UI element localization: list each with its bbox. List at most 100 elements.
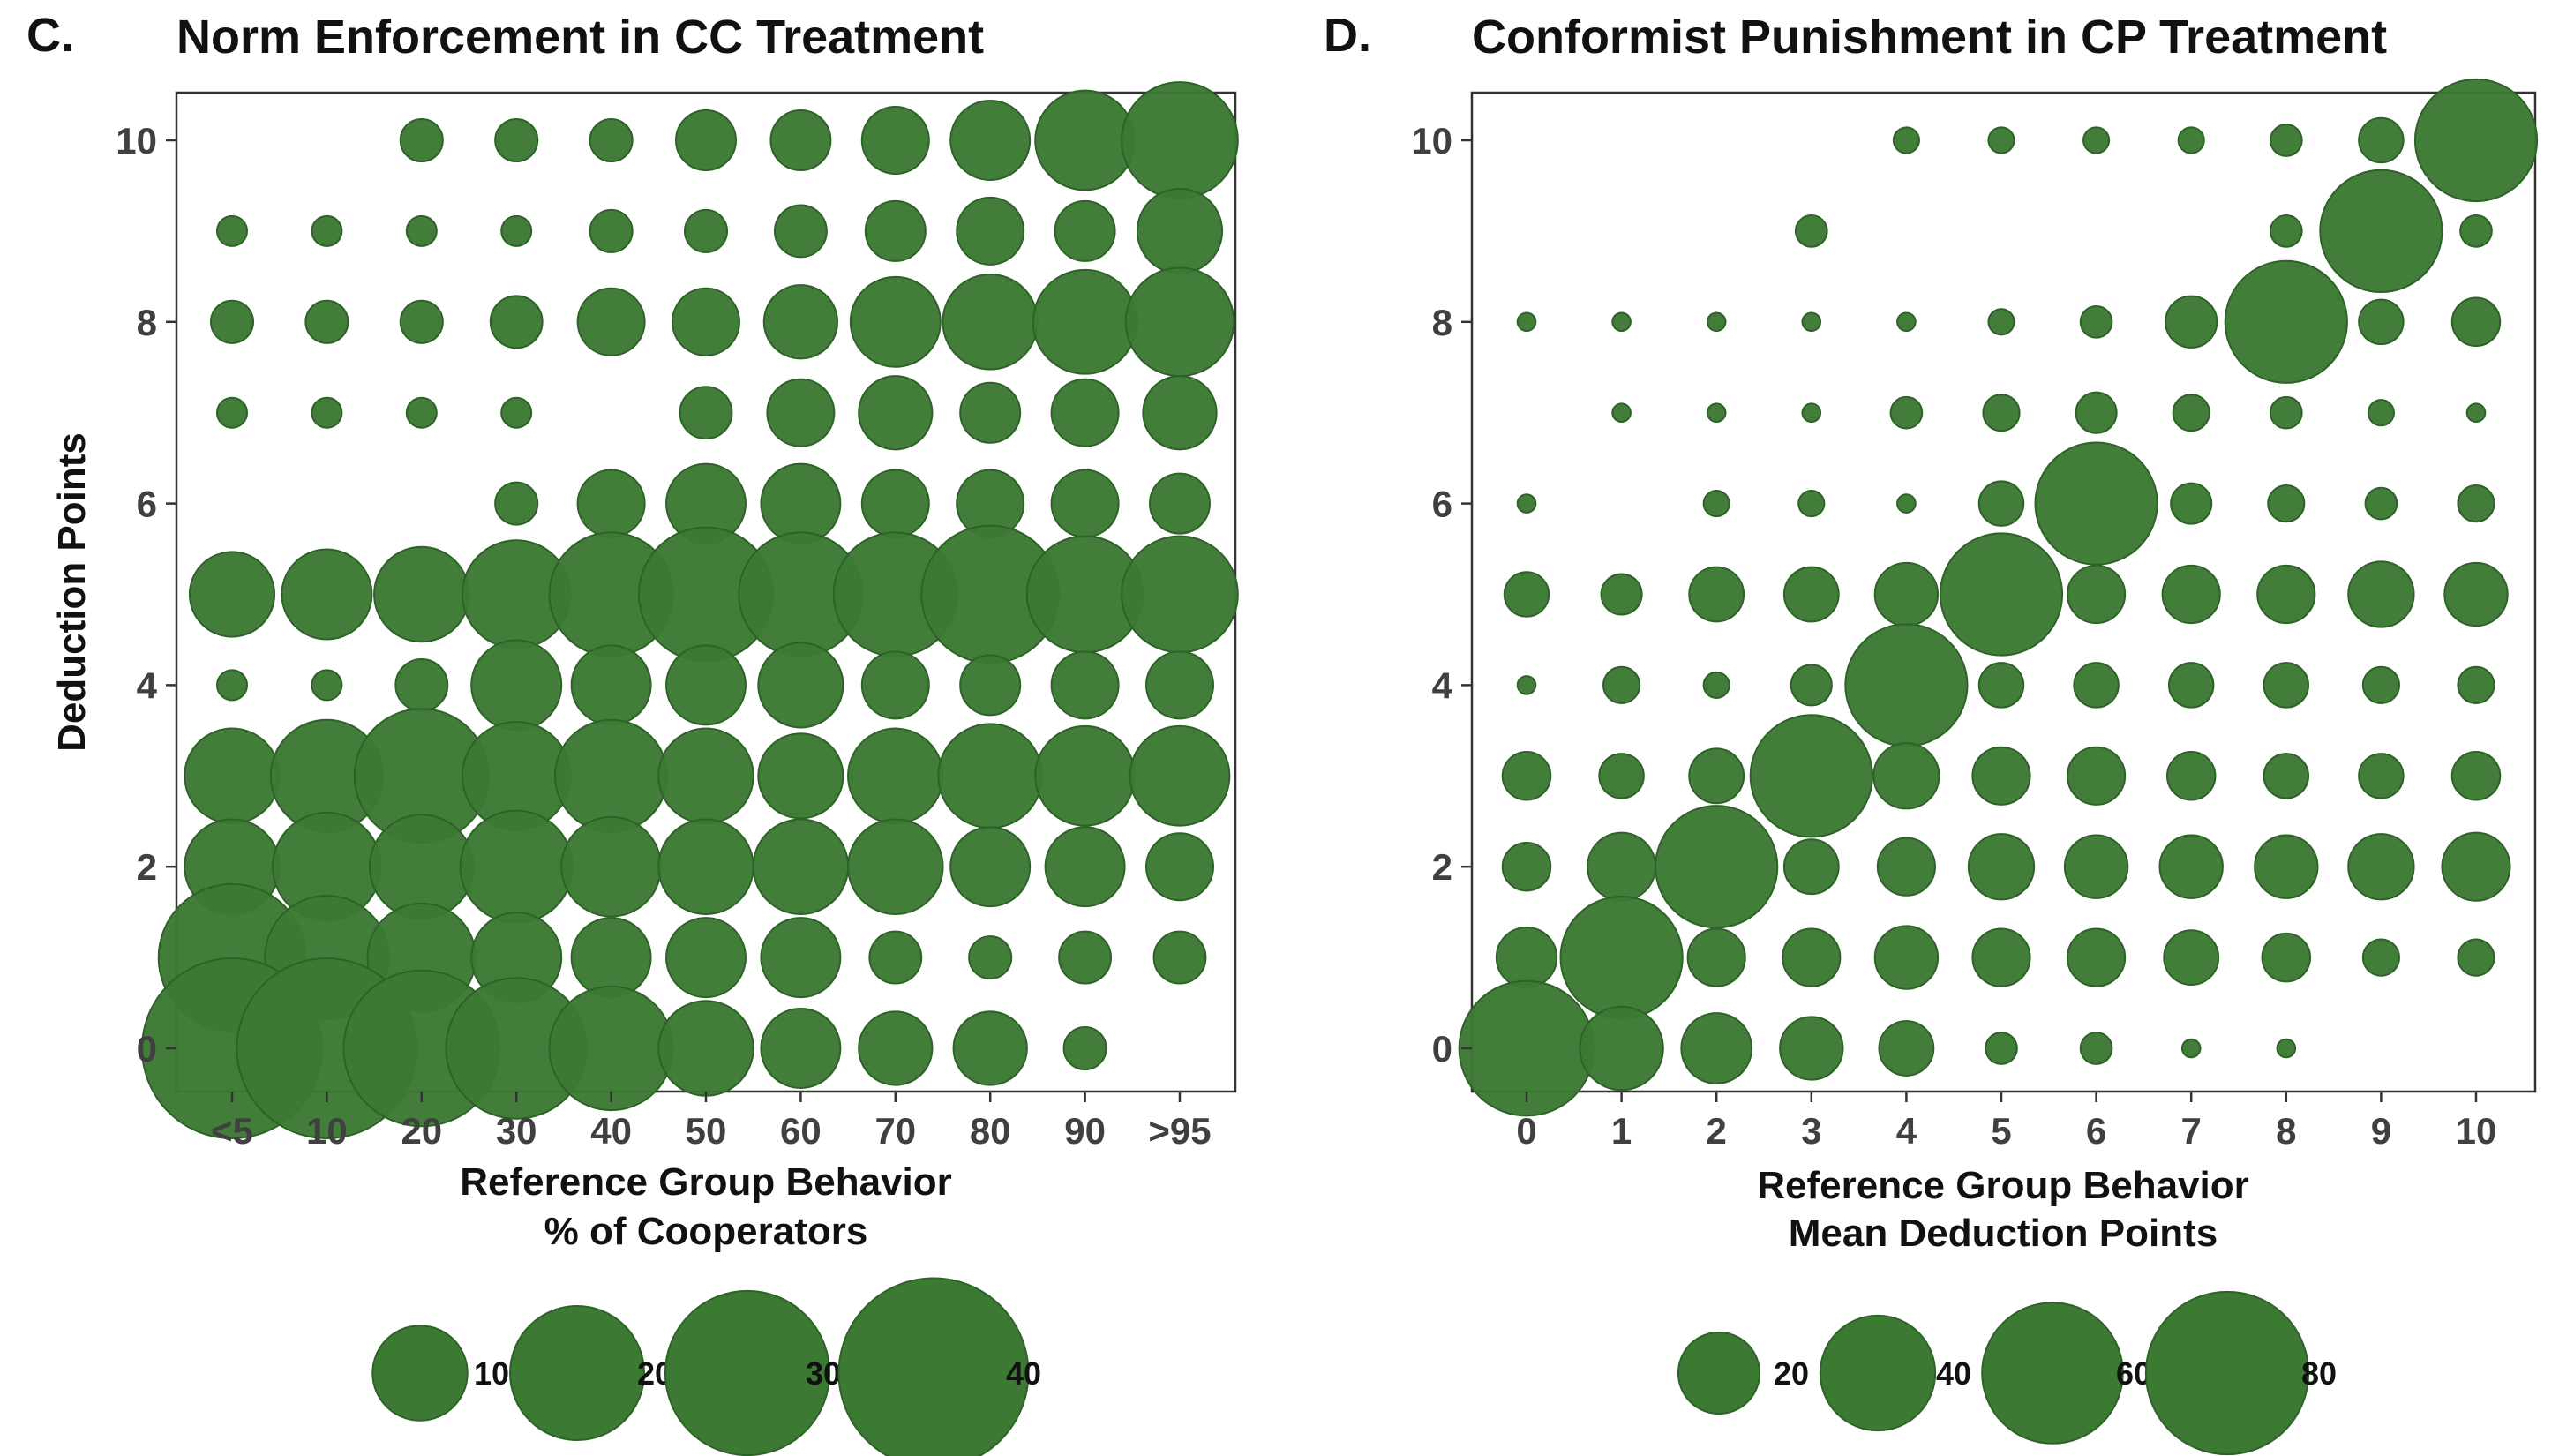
bubble [2361, 938, 2400, 977]
xlabel-line2: % of Cooperators [544, 1210, 868, 1253]
bubble [1889, 395, 1924, 430]
bubble [2165, 751, 2217, 801]
legend-bubble [1819, 1314, 1937, 1432]
bubble [1121, 81, 1239, 199]
bubble [2269, 395, 2303, 430]
bubble [1516, 493, 1537, 514]
bubble [858, 1010, 934, 1086]
bubble [1873, 925, 1940, 990]
bubble [1495, 926, 1558, 989]
bubble [2256, 564, 2316, 625]
size-legend: 20 40 60 80 [1677, 1290, 2337, 1456]
bubble [657, 1000, 754, 1097]
bubble [757, 732, 844, 820]
ylabel: Deduction Points [50, 432, 94, 752]
bubble [2361, 665, 2400, 705]
x-tick-label: 0 [1516, 1110, 1536, 1152]
legend-label: 30 [806, 1355, 841, 1392]
bubble [2079, 1032, 2113, 1065]
x-tick-labels: 0 1 2 3 4 5 6 7 8 9 10 [1516, 1092, 2496, 1152]
x-tick-label: 50 [686, 1110, 727, 1152]
bubble [2170, 482, 2213, 525]
bubble [1985, 1032, 2018, 1065]
bubble [560, 815, 662, 918]
bubble [570, 917, 652, 999]
bubble [1782, 927, 1842, 987]
y-tick-label: 4 [137, 664, 158, 706]
bubble [2067, 927, 2127, 987]
legend-bubble [371, 1325, 469, 1422]
bubble [1688, 747, 1745, 805]
bubble [679, 386, 733, 440]
bubble [1702, 671, 1730, 699]
bubble [2459, 214, 2493, 248]
bubble [760, 917, 842, 999]
bubble [1124, 266, 1235, 378]
bubble [1050, 469, 1120, 538]
bubble [2319, 169, 2443, 293]
bubble [683, 208, 729, 253]
bubble [1977, 662, 2025, 709]
bubble [1611, 402, 1632, 424]
bubble [1892, 126, 1920, 154]
bubble [1142, 375, 1218, 451]
bubble [1797, 490, 1826, 518]
bubble [959, 381, 1022, 444]
bubble [1971, 746, 2031, 806]
bubble [858, 375, 934, 451]
xlabel-line2: Mean Deduction Points [1789, 1212, 2218, 1255]
bubble [2063, 834, 2129, 899]
bubble [500, 214, 533, 247]
bubble [554, 718, 669, 833]
bubble [2075, 391, 2118, 434]
bubble [500, 396, 533, 429]
x-tick-label: 40 [590, 1110, 632, 1152]
chart-title: Conformist Punishment in CP Treatment [1472, 11, 2387, 64]
bubble [1967, 833, 2036, 901]
bubble [1896, 311, 1917, 333]
bubble [184, 727, 281, 825]
bubble [589, 208, 634, 253]
bubble [2450, 751, 2502, 801]
bubble [1044, 826, 1126, 908]
bubble [956, 196, 1025, 266]
bubble [1977, 480, 2025, 527]
bubble [2067, 564, 2127, 625]
bubble [675, 109, 737, 171]
bubble [1152, 930, 1207, 985]
bubble [2082, 126, 2111, 154]
bubble [1749, 714, 1873, 838]
x-tick-label: >95 [1148, 1110, 1211, 1152]
bubble [1054, 199, 1116, 262]
bubble [860, 105, 930, 176]
y-tick-label: 2 [1432, 846, 1452, 888]
legend-bubble [508, 1304, 646, 1442]
bubble [1034, 724, 1136, 827]
plot-frame [1470, 91, 2537, 1093]
bubble [665, 644, 747, 726]
bubble [1794, 214, 1828, 248]
bubble [860, 650, 930, 720]
panel-letter: D. [1324, 9, 1371, 62]
x-tick-label: <5 [211, 1110, 253, 1152]
bubble [847, 818, 944, 915]
bubble [394, 657, 449, 712]
bubble [489, 295, 544, 349]
bubble [216, 214, 248, 247]
legend-bubble [1677, 1331, 1761, 1415]
panel-c: C. Norm Enforcement in CC Treatment <5 10… [26, 9, 1239, 1456]
x-tick-label: 10 [2456, 1110, 2497, 1152]
bubble [1579, 1005, 1664, 1092]
bubble [576, 287, 646, 356]
bubble [2263, 753, 2310, 799]
bubble [2263, 662, 2310, 709]
bubble [570, 644, 652, 726]
bubble [1032, 268, 1138, 375]
bubble [2269, 214, 2303, 248]
y-tick-label: 10 [116, 120, 157, 161]
bubble [1782, 838, 1840, 896]
bubble [1503, 571, 1550, 618]
bubble [849, 275, 942, 368]
bubble [1686, 927, 1746, 987]
xlabel-line1: Reference Group Behavior [460, 1160, 952, 1204]
